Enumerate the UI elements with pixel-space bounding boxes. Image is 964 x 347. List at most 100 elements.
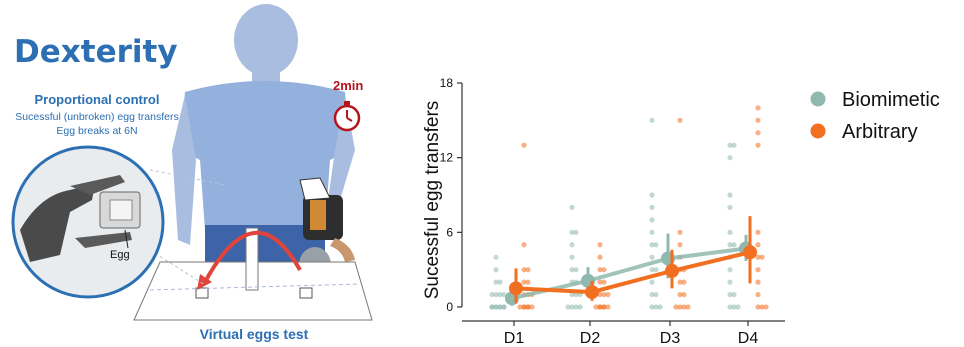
x-tick-label: D2 [580,330,601,347]
y-tick-label: 12 [440,151,454,165]
data-point [681,291,687,298]
data-point [521,267,527,273]
data-point [653,267,659,273]
data-point [685,304,691,310]
data-point [677,242,683,248]
y-tick-label: 18 [440,76,454,90]
y-tick-label: 6 [446,225,453,239]
timer-label: 2min [333,78,363,93]
data-point [573,229,579,235]
x-tick-label: D3 [660,330,681,347]
data-point [727,304,733,310]
dexterity-illustration: Dexterity 2min Proportional control Suce… [11,4,373,342]
data-point [657,304,663,310]
data-point [573,304,579,310]
data-point [573,267,579,273]
data-point [681,304,687,310]
data-point [731,304,737,310]
data-point [605,304,611,310]
y-tick-label: 0 [446,300,453,314]
test-label: Virtual eggs test [200,326,309,342]
data-point [501,291,507,298]
data-point [601,304,607,310]
data-point [649,254,655,260]
data-point [755,142,761,148]
data-point [493,267,499,273]
data-point [649,192,655,198]
data-point [727,155,733,161]
data-point [601,267,607,273]
data-point [517,304,523,310]
data-point [493,254,499,260]
mean-marker [743,245,757,260]
chart-axes: 0 6 12 18 D1 D2 D3 D4 [440,76,785,347]
data-point [677,229,683,235]
mean-markers [505,216,757,306]
data-point [649,267,655,273]
data-point [565,304,571,310]
data-point [755,242,761,248]
data-point [755,105,761,111]
data-point [521,242,527,248]
data-point [727,229,733,235]
data-point [493,279,499,285]
data-point [489,291,495,298]
mean-marker [665,263,679,278]
data-point [497,304,503,310]
data-point [569,291,575,298]
data-point [489,304,495,310]
data-point [653,242,659,248]
transfer-arrow [203,230,302,283]
data-point [727,291,733,298]
data-point [755,130,761,136]
data-point [501,304,507,310]
data-point [759,304,765,310]
mean-marker [509,281,523,296]
data-point [577,304,583,310]
stopwatch-icon [333,101,361,132]
data-point [649,291,655,298]
data-point [605,291,611,298]
divider-wall [245,227,259,291]
data-point [649,217,655,223]
x-tick-label: D4 [738,330,759,347]
legend-label: Arbitrary [842,121,918,143]
data-point [601,291,607,298]
data-point [731,142,737,148]
data-point [493,291,499,298]
zoom-inset [11,145,165,299]
data-point [763,304,769,310]
data-point [755,267,761,273]
data-point [755,304,761,310]
data-point [597,267,603,273]
data-point [525,304,531,310]
control-heading: Proportional control [35,92,160,107]
data-point [677,279,683,285]
data-point [727,204,733,211]
data-point [497,291,503,298]
data-point [569,204,575,211]
left-target-box [195,287,209,299]
data-point [649,279,655,285]
data-point [601,279,607,285]
test-table [133,261,373,321]
data-point [759,254,765,260]
legend: Biomimetic Arbitrary [810,89,940,143]
data-point [727,267,733,273]
data-point [597,254,603,260]
data-point [529,304,535,310]
data-point [755,279,761,285]
data-point [755,254,761,260]
data-point [727,242,733,248]
data-point [653,291,659,298]
egg-transfer-chart: 0 6 12 18 D1 D2 D3 D4 Sucessful egg transfers B… [422,76,940,347]
legend-marker [810,123,826,139]
data-point [727,279,733,285]
data-point [569,267,575,273]
y-axis-label: Sucessful egg transfers [422,101,443,300]
data-point [569,254,575,260]
right-target-box [299,287,313,299]
data-point [677,304,683,310]
data-point [731,242,737,248]
data-point [525,279,531,285]
